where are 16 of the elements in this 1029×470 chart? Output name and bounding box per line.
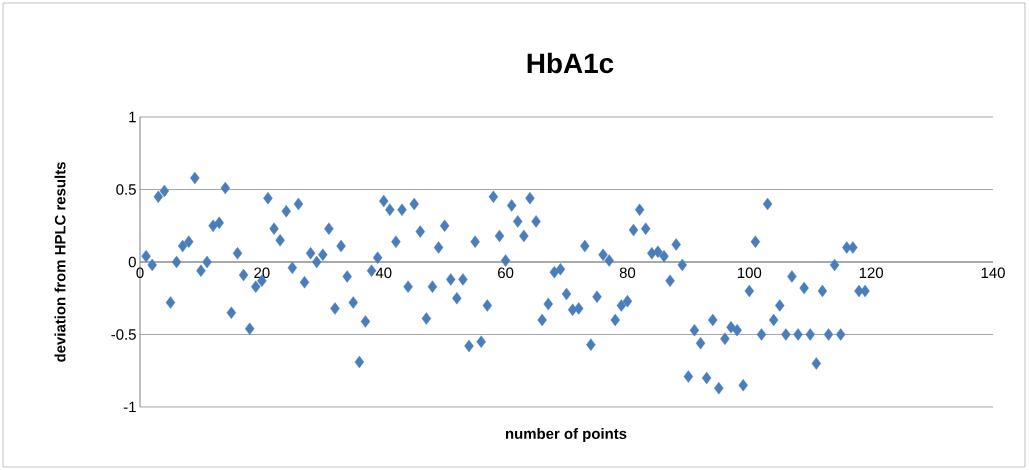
x-tick-label: 40 (375, 267, 392, 279)
y-tick-label: -0.5 (111, 329, 136, 340)
y-tick-label: 1 (129, 111, 136, 123)
x-tick-label: 120 (859, 267, 884, 279)
y-tick-label: 0 (128, 256, 136, 268)
y-tick-label: -1 (123, 401, 136, 413)
y-tick-label: 0.5 (116, 184, 136, 195)
y-axis-title: deviation from HPLC results (54, 162, 66, 362)
x-tick-label: 140 (981, 267, 1005, 279)
x-tick-label: 100 (737, 267, 762, 279)
x-tick-label: 60 (498, 267, 514, 279)
x-axis-title: number of points (505, 428, 627, 442)
chart-title: HbA1c (527, 52, 614, 74)
x-tick-label: 20 (254, 267, 270, 279)
x-tick-label: 0 (136, 267, 144, 279)
x-tick-label: 80 (619, 267, 636, 279)
